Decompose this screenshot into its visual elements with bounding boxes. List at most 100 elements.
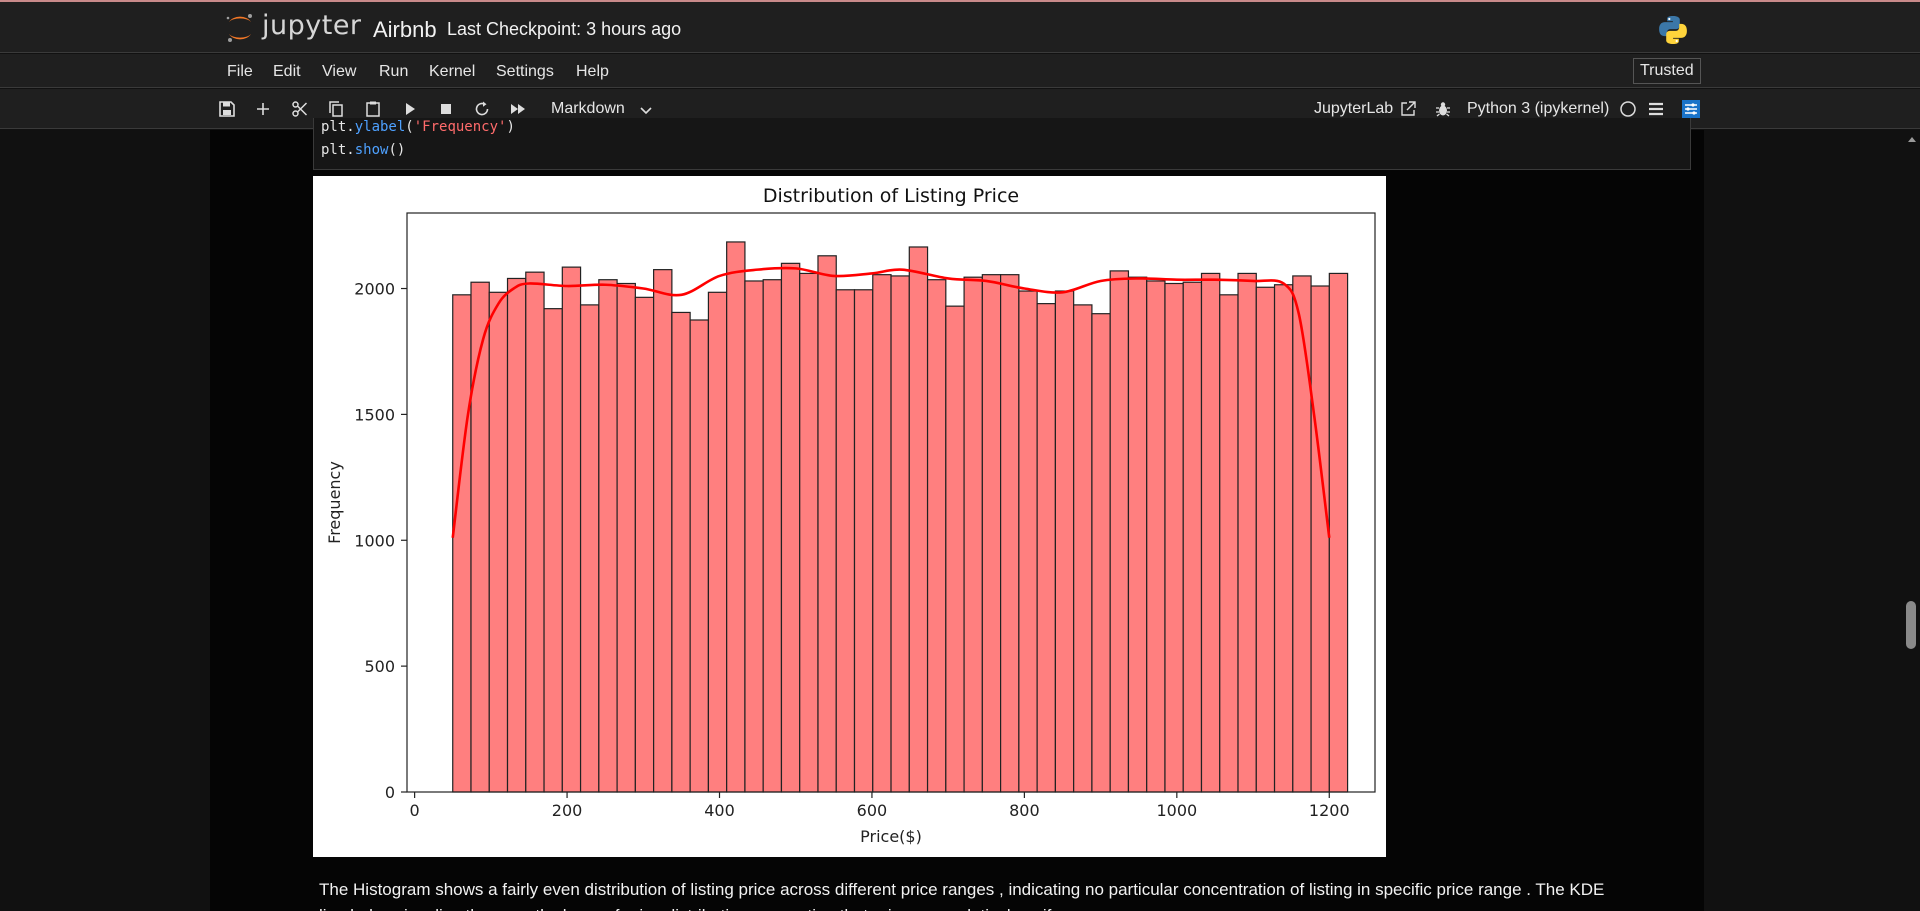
scrollbar[interactable] <box>1904 130 1920 911</box>
trusted-badge[interactable]: Trusted <box>1633 58 1701 84</box>
menu-help[interactable]: Help <box>576 63 609 80</box>
menu-edit[interactable]: Edit <box>273 63 301 80</box>
y-tick-label: 500 <box>364 657 395 676</box>
x-tick-label: 800 <box>1009 801 1040 820</box>
menu-file[interactable]: File <box>227 63 253 80</box>
histogram-bar <box>470 281 490 793</box>
markdown-text-line1: The Histogram shows a fairly even distri… <box>319 880 1605 899</box>
histogram-bar <box>543 308 563 793</box>
histogram-bar <box>1200 272 1221 793</box>
code-line-ylabel: plt.ylabel('Frequency') <box>321 119 515 135</box>
cell-type-select[interactable]: Markdown <box>551 100 625 117</box>
jupyterlab-link[interactable]: JupyterLab <box>1314 100 1394 117</box>
histogram-bar <box>762 279 783 793</box>
histogram-bar <box>561 266 582 793</box>
histogram-bar <box>707 291 728 793</box>
histogram-bar <box>452 294 472 793</box>
histogram-bar <box>1255 286 1276 793</box>
add-icon[interactable] <box>251 97 275 121</box>
histogram-bar <box>1219 294 1239 793</box>
chart-title: Distribution of Listing Price <box>763 185 1019 207</box>
histogram-bar <box>1146 280 1166 793</box>
histogram-bar <box>1036 303 1056 793</box>
fast-forward-icon[interactable] <box>506 97 530 121</box>
x-tick-label: 0 <box>410 801 420 820</box>
stop-icon[interactable] <box>434 97 458 121</box>
histogram-bar <box>1018 290 1038 793</box>
paste-icon[interactable] <box>361 97 385 121</box>
histogram-bar <box>1073 304 1093 793</box>
histogram-bar <box>726 241 746 793</box>
restart-icon[interactable] <box>470 97 494 121</box>
y-tick-label: 1000 <box>354 531 395 550</box>
copy-icon[interactable] <box>324 97 348 121</box>
histogram-bar <box>744 280 764 793</box>
histogram-bar <box>506 277 527 793</box>
histogram-bar <box>1182 281 1203 793</box>
notebook-title[interactable]: Airbnb <box>373 17 437 42</box>
histogram-bar <box>908 246 929 793</box>
histogram-bar <box>1310 285 1330 793</box>
histogram-bar <box>780 262 801 793</box>
property-inspector-icon[interactable] <box>1679 97 1703 121</box>
histogram-bar <box>1237 272 1257 793</box>
x-tick-label: 1000 <box>1156 801 1197 820</box>
histogram-bar <box>926 279 947 793</box>
y-axis-label: Frequency <box>325 461 344 544</box>
histogram-bar <box>1292 275 1312 793</box>
histogram-bar <box>835 289 856 793</box>
y-tick-label: 1500 <box>354 405 395 424</box>
scrollbar-thumb[interactable] <box>1906 601 1916 649</box>
histogram-bar <box>963 276 983 793</box>
histogram-bar <box>1273 284 1294 793</box>
histogram-bar <box>598 279 618 793</box>
menu-view[interactable]: View <box>322 63 357 80</box>
x-tick-label: 1200 <box>1309 801 1350 820</box>
code-cell[interactable]: plt.ylabel('Frequency') plt.show() <box>313 118 1691 170</box>
menu-settings[interactable]: Settings <box>496 63 554 80</box>
last-checkpoint: Last Checkpoint: 3 hours ago <box>447 19 682 39</box>
cut-icon[interactable] <box>288 97 312 121</box>
debugger-bug-icon[interactable] <box>1431 97 1455 121</box>
histogram-bar <box>525 271 545 793</box>
y-tick-label: 0 <box>385 783 395 802</box>
kde-line <box>451 266 1331 538</box>
plot-frame <box>406 212 1376 793</box>
toc-menu-icon[interactable] <box>1644 97 1668 121</box>
histogram-bar <box>488 291 509 793</box>
chevron-down-icon[interactable] <box>638 102 654 118</box>
histogram-bar <box>671 311 691 793</box>
x-tick-label: 400 <box>704 801 735 820</box>
histogram-bar <box>616 282 636 793</box>
histogram-bar <box>1109 270 1130 793</box>
histogram-bar <box>799 272 819 793</box>
x-tick-label: 200 <box>552 801 583 820</box>
cell-output-chart: 0 200 400 600 800 1000 1200 0 500 1000 1500 2000 Dis… <box>313 176 1386 857</box>
histogram-bar <box>872 274 892 793</box>
menu-bar: File Edit View Run Kernel Settings Help … <box>0 54 1920 88</box>
kernel-status-circle-icon <box>1616 97 1640 121</box>
histogram-bar <box>1164 282 1184 793</box>
external-link-icon[interactable] <box>1396 97 1420 121</box>
scroll-up-arrow-icon[interactable] <box>1906 133 1918 145</box>
histogram-bar <box>634 296 655 793</box>
histogram-bar <box>1328 272 1349 793</box>
x-axis-label: Price($) <box>860 827 922 846</box>
histogram-bar <box>653 269 673 793</box>
kernel-name[interactable]: Python 3 (ipykernel) <box>1467 100 1610 117</box>
menu-kernel[interactable]: Kernel <box>429 63 476 80</box>
histogram-bar <box>817 255 837 793</box>
markdown-text-line2: line helps visualize the smooth shape of… <box>319 903 1699 911</box>
histogram-chart: 0 200 400 600 800 1000 1200 0 500 1000 1500 2000 Dis… <box>325 185 1376 846</box>
top-accent-line <box>0 0 1920 2</box>
histogram-bar <box>853 289 874 793</box>
python-logo-icon <box>1659 16 1687 44</box>
jupyter-logo-text: jupyter <box>262 10 362 41</box>
histogram-bar <box>981 274 1002 793</box>
save-icon[interactable] <box>215 97 239 121</box>
menu-run[interactable]: Run <box>379 63 409 80</box>
jupyter-logo-icon[interactable] <box>225 12 255 44</box>
histogram-bar <box>1000 274 1020 793</box>
histogram-bar <box>579 304 600 793</box>
run-icon[interactable] <box>398 97 422 121</box>
